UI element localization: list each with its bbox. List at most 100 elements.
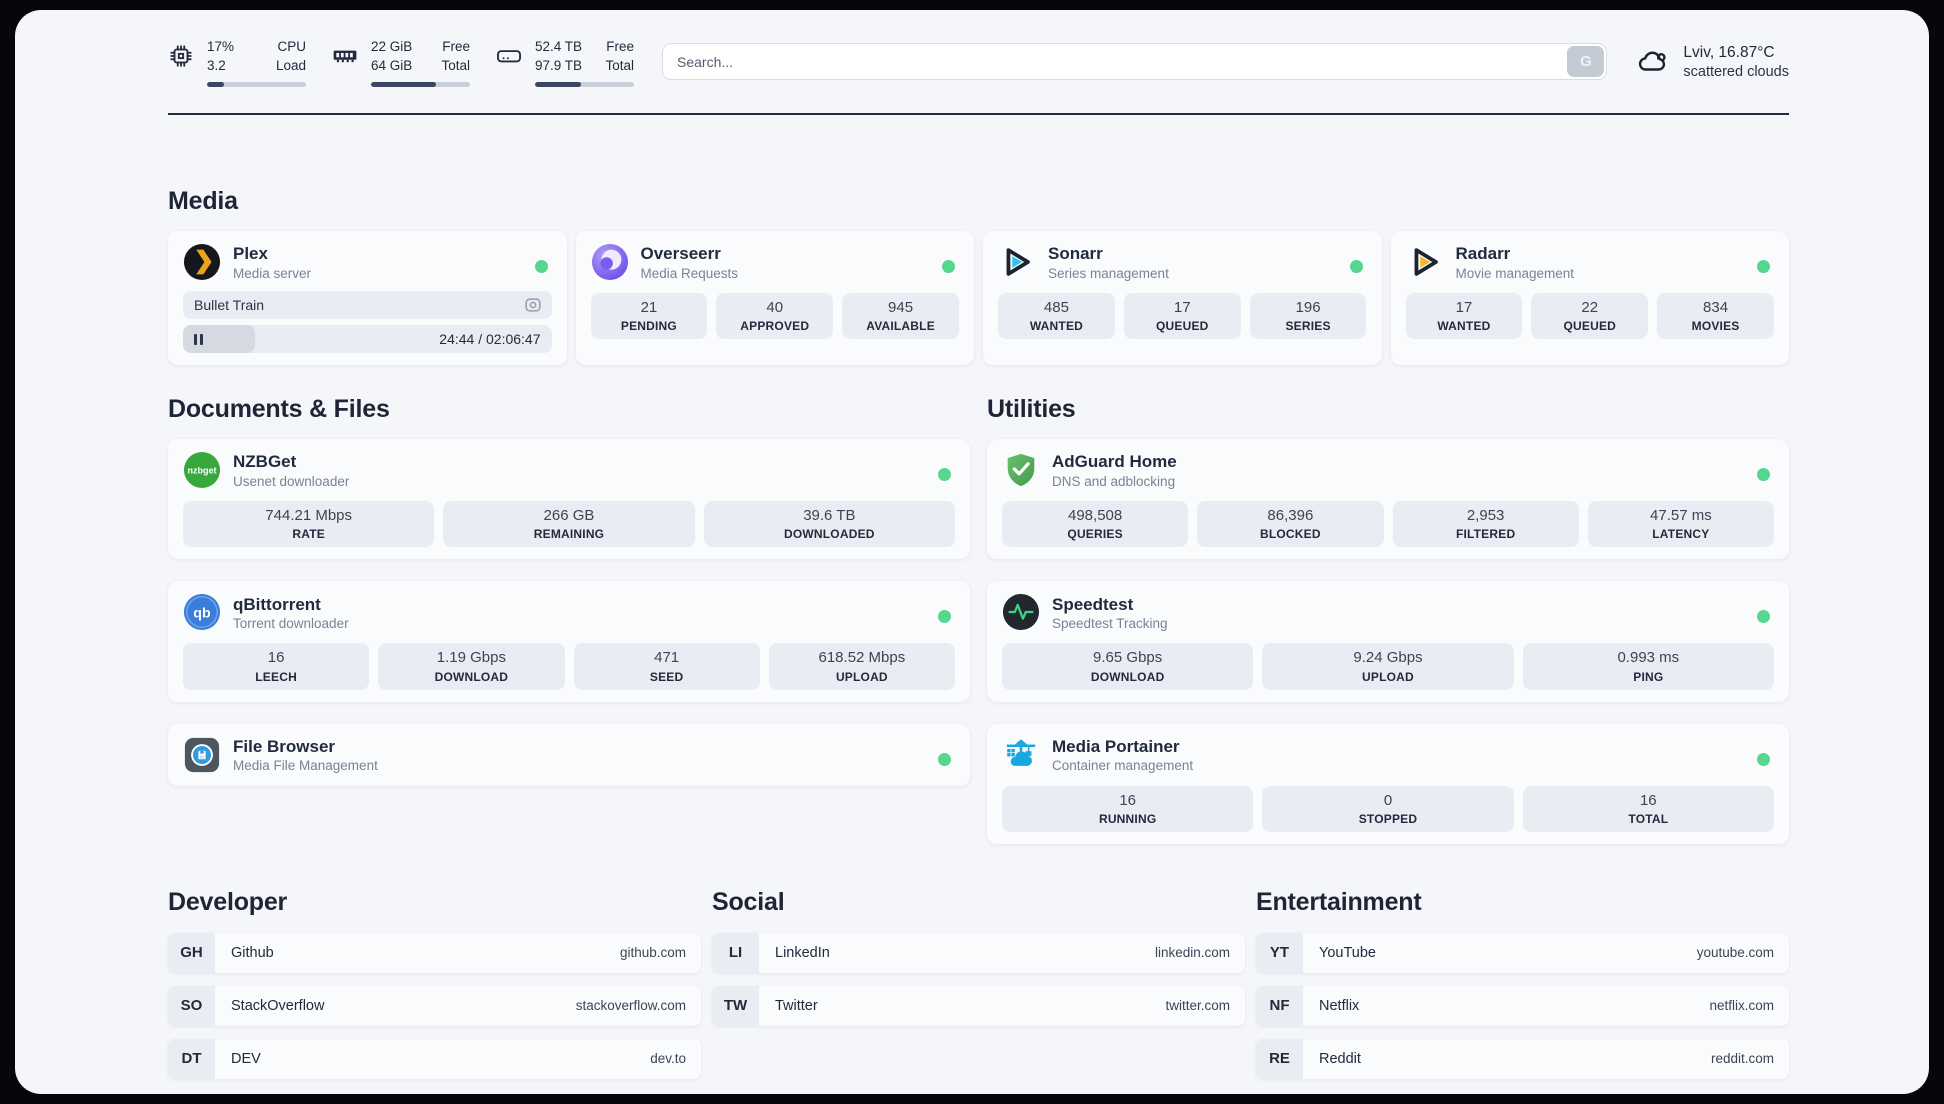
disk-total-label: Total [605, 58, 634, 73]
cloud-icon [1639, 52, 1667, 72]
section-title-media: Media [168, 187, 238, 215]
app-name: Speedtest [1052, 594, 1134, 614]
weather-location: Lviv, 16.87°C [1683, 44, 1775, 62]
filebrowser-icon [184, 737, 220, 772]
pip-icon [524, 298, 541, 312]
link-url: linkedin.com [1154, 945, 1230, 961]
app-name: Overseerr [640, 244, 721, 264]
app-card-filebrowser[interactable]: File Browser Media File Management [168, 723, 970, 786]
weather-widget[interactable]: Lviv, 16.87°C scattered clouds [1635, 43, 1789, 80]
status-dot [938, 752, 951, 766]
app-card-nzbget[interactable]: nzbget NZBGet Usenet downloader 744.21 M… [168, 439, 970, 560]
stat-box: 16 RUNNING [1002, 785, 1254, 832]
search-input[interactable] [662, 43, 1608, 80]
documents-column: Documents & Files nzbget NZBGet Usenet d… [168, 395, 970, 786]
stat-box: 618.52 Mbps UPLOAD [768, 643, 955, 690]
link-url: github.com [619, 945, 686, 961]
status-dot [1757, 752, 1770, 766]
weather-condition: scattered clouds [1683, 63, 1789, 80]
stat-box: 40 APPROVED [716, 293, 834, 340]
link-abbr: DT [168, 1038, 215, 1079]
portainer-icon [1006, 738, 1036, 766]
cpu-progressbar [207, 81, 306, 87]
radarr-icon [1414, 248, 1438, 276]
link-reddit[interactable]: RE Reddit reddit.com [1256, 1038, 1789, 1079]
dashboard-page: 17% CPU 3.2 Load 22 GiB Free 64 GiB Total [15, 10, 1929, 1094]
section-title-documents: Documents & Files [168, 395, 390, 423]
cpu-load-label: Load [275, 58, 306, 73]
now-playing-title: Bullet Train [194, 297, 265, 313]
stat-box: 16 LEECH [183, 643, 370, 690]
stat-box: 17 WANTED [1405, 293, 1523, 340]
disk-stat: 52.4 TB Free 97.9 TB Total [496, 36, 634, 87]
link-url: reddit.com [1710, 1051, 1774, 1067]
status-dot [938, 610, 951, 624]
cpu-icon [170, 45, 192, 67]
link-netflix[interactable]: NF Netflix netflix.com [1256, 985, 1789, 1026]
app-subtitle: DNS and adblocking [1052, 473, 1176, 489]
pause-button[interactable] [194, 333, 203, 345]
app-card-overseerr[interactable]: Overseerr Media Requests 21 PENDING 40 APP… [575, 231, 974, 365]
app-card-plex[interactable]: Plex Media server Bullet Train [168, 231, 567, 365]
stat-box: 266 GB REMAINING [443, 501, 695, 548]
ram-progressbar [371, 81, 470, 87]
link-dev[interactable]: DT DEV dev.to [168, 1038, 701, 1079]
now-playing-detail-button[interactable] [524, 297, 541, 313]
app-name: Sonarr [1048, 244, 1103, 264]
utilities-column: Utilities AdGuard Home DNS and adblockin… [987, 395, 1789, 844]
app-subtitle: Media server [233, 265, 312, 281]
search-engine-button[interactable]: G [1567, 46, 1605, 77]
link-url: stackoverflow.com [575, 998, 686, 1014]
app-subtitle: Speedtest Tracking [1052, 615, 1168, 631]
link-name: LinkedIn [775, 944, 830, 961]
stat-box: 47.57 ms LATENCY [1587, 501, 1774, 548]
plex-icon [183, 243, 221, 281]
status-dot [942, 260, 955, 273]
app-card-radarr[interactable]: Radarr Movie management 17 WANTED 22 QUEUE… [1390, 231, 1789, 365]
app-subtitle: Usenet downloader [233, 473, 350, 489]
link-abbr: RE [1256, 1038, 1303, 1079]
app-card-adguard[interactable]: AdGuard Home DNS and adblocking 498,508 Q… [987, 439, 1789, 560]
sonarr-icon [1006, 248, 1030, 276]
player-progress-row[interactable]: 24:44 / 02:06:47 [183, 325, 552, 353]
stat-box: 0.993 ms PING [1522, 643, 1774, 690]
section-title-developer: Developer [168, 887, 288, 916]
stat-box: 9.65 Gbps DOWNLOAD [1002, 643, 1254, 690]
link-url: dev.to [650, 1051, 686, 1067]
link-name: Netflix [1319, 997, 1360, 1014]
speedtest-icon [1002, 594, 1040, 631]
search-bar: G [662, 43, 1608, 80]
stat-box: 485 WANTED [998, 293, 1115, 340]
disk-free-label: Free [606, 39, 634, 55]
link-linkedin[interactable]: LI LinkedIn linkedin.com [712, 932, 1245, 973]
app-card-portainer[interactable]: Media Portainer Container management 16 R… [987, 723, 1789, 844]
stat-box: 39.6 TB DOWNLOADED [703, 501, 955, 548]
app-card-qbittorrent[interactable]: qb qBittorrent Torrent downloader 16 LEEC… [168, 581, 970, 702]
link-youtube[interactable]: YT YouTube youtube.com [1256, 932, 1789, 973]
ram-total-value: 64 GiB [371, 58, 413, 73]
link-github[interactable]: GH Github github.com [168, 932, 701, 973]
status-dot [938, 468, 951, 481]
disk-free-value: 52.4 TB [535, 39, 583, 55]
media-cards-row: Plex Media server Bullet Train [168, 231, 1789, 365]
cpu-percent: 17% [207, 39, 235, 55]
stat-box: 9.24 Gbps UPLOAD [1262, 643, 1514, 690]
app-subtitle: Media File Management [233, 758, 378, 774]
app-card-speedtest[interactable]: Speedtest Speedtest Tracking 9.65 Gbps DO… [987, 581, 1789, 702]
link-abbr: NF [1256, 985, 1303, 1026]
section-title-entertainment: Entertainment [1256, 887, 1422, 916]
app-name: AdGuard Home [1052, 452, 1177, 472]
app-name: NZBGet [233, 452, 297, 472]
link-abbr: SO [168, 985, 215, 1026]
ram-free-label: Free [442, 39, 470, 55]
stat-box: 498,508 QUERIES [1002, 501, 1189, 548]
stat-box: 196 SERIES [1249, 293, 1367, 340]
link-stackoverflow[interactable]: SO StackOverflow stackoverflow.com [168, 985, 701, 1026]
player-time: 24:44 / 02:06:47 [439, 331, 541, 347]
disk-total-value: 97.9 TB [535, 58, 583, 73]
status-dot [534, 260, 548, 273]
link-name: StackOverflow [231, 997, 325, 1014]
status-dot [1757, 610, 1770, 624]
link-twitter[interactable]: TW Twitter twitter.com [712, 985, 1245, 1026]
app-card-sonarr[interactable]: Sonarr Series management 485 WANTED 17 QUE… [983, 231, 1382, 365]
